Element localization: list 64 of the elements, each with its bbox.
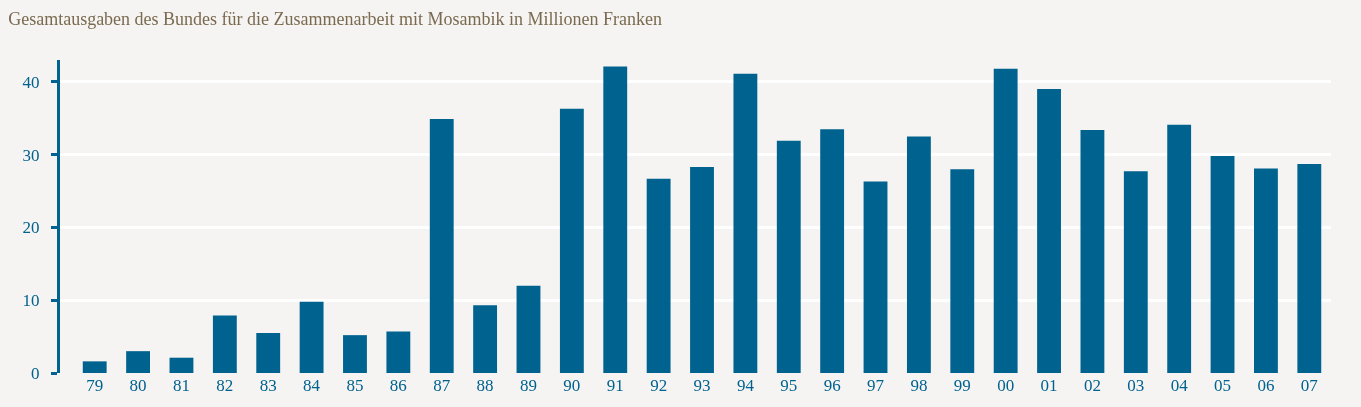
x-tick-label: 96 bbox=[823, 376, 841, 395]
bar bbox=[473, 305, 498, 373]
bar bbox=[516, 285, 541, 373]
bar bbox=[863, 181, 888, 373]
x-tick-label: 03 bbox=[1127, 376, 1145, 395]
x-tick-label: 86 bbox=[389, 376, 407, 395]
x-tick-label: 82 bbox=[216, 376, 234, 395]
x-tick-label: 98 bbox=[910, 376, 928, 395]
x-tick-label: 84 bbox=[303, 376, 321, 395]
bar bbox=[386, 331, 411, 373]
bar bbox=[776, 140, 801, 373]
x-tick-label: 80 bbox=[129, 376, 147, 395]
bar bbox=[343, 335, 367, 373]
bar bbox=[126, 351, 151, 373]
y-tick-label: 20 bbox=[22, 218, 40, 238]
x-tick-label: 04 bbox=[1170, 376, 1189, 395]
x-tick-label: 97 bbox=[867, 376, 885, 395]
bar bbox=[1210, 156, 1235, 373]
bar bbox=[950, 169, 975, 373]
y-tick-label: 30 bbox=[22, 145, 40, 165]
x-tick-label: 01 bbox=[1040, 376, 1058, 395]
x-tick-label: 91 bbox=[606, 376, 624, 395]
bar bbox=[82, 361, 107, 373]
x-tick-label: 02 bbox=[1083, 376, 1101, 395]
y-tick-label: 10 bbox=[22, 291, 40, 311]
bar bbox=[1167, 124, 1192, 373]
x-tick-label: 92 bbox=[650, 376, 668, 395]
bar bbox=[993, 68, 1018, 373]
x-tick-label: 87 bbox=[433, 376, 451, 395]
bar bbox=[646, 178, 671, 373]
bar bbox=[169, 357, 194, 373]
bar bbox=[906, 136, 931, 373]
bar bbox=[1037, 89, 1061, 373]
x-tick-label: 89 bbox=[519, 376, 537, 395]
x-tick-label: 00 bbox=[997, 376, 1015, 395]
x-tick-label: 90 bbox=[563, 376, 581, 395]
x-tick-label: 95 bbox=[780, 376, 798, 395]
x-tick-label: 94 bbox=[736, 376, 755, 395]
x-tick-label: 93 bbox=[693, 376, 711, 395]
bar bbox=[1297, 164, 1322, 373]
bar bbox=[1254, 168, 1278, 373]
x-tick-label: 79 bbox=[86, 376, 104, 395]
bar bbox=[820, 129, 845, 373]
x-tick-label: 99 bbox=[953, 376, 971, 395]
bar bbox=[256, 332, 281, 373]
bar bbox=[690, 167, 714, 373]
bar bbox=[1123, 171, 1148, 373]
y-tick-label: 40 bbox=[22, 72, 40, 92]
x-tick-label: 05 bbox=[1214, 376, 1232, 395]
bar bbox=[1080, 129, 1105, 373]
bar bbox=[733, 73, 758, 373]
bar bbox=[559, 108, 584, 373]
y-tick-label: 0 bbox=[31, 363, 40, 383]
bar bbox=[212, 315, 237, 373]
bar bbox=[429, 118, 454, 373]
bar bbox=[603, 66, 628, 373]
x-tick-label: 07 bbox=[1300, 376, 1319, 395]
x-tick-label: 85 bbox=[346, 376, 364, 395]
x-tick-label: 88 bbox=[476, 376, 494, 395]
chart-title: Gesamtausgaben des Bundes für die Zusammenarbeit mit Mosambik in Millionen Franken bbox=[8, 8, 663, 29]
bar bbox=[299, 301, 324, 373]
x-tick-label: 81 bbox=[172, 376, 190, 395]
x-tick-label: 83 bbox=[259, 376, 277, 395]
x-tick-label: 06 bbox=[1257, 376, 1275, 395]
